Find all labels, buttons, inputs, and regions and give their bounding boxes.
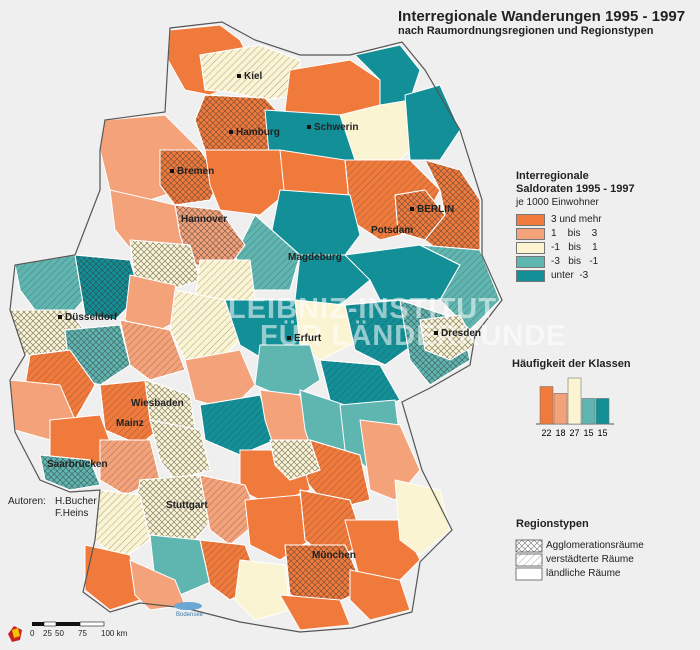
histogram-bar-label: 27 <box>569 428 579 438</box>
city-schwerin: Schwerin <box>307 122 358 133</box>
lake-bodensee <box>174 602 202 610</box>
scale-tick: 25 <box>43 629 52 638</box>
authors: Autoren: H.Bucher F.Heins <box>8 496 97 519</box>
histogram-bar <box>567 377 582 425</box>
histogram-bar-label: 18 <box>555 428 565 438</box>
city-dresden: Dresden <box>434 328 481 339</box>
national-border <box>9 21 503 633</box>
histogram-bar <box>553 393 568 425</box>
city-saarbruecken: Saarbrücken <box>47 459 108 470</box>
city-magdeburg: Magdeburg <box>288 252 342 263</box>
histogram-bar <box>595 398 610 425</box>
scale-tick: 0 <box>30 629 35 638</box>
city-mainz: Mainz <box>116 418 144 429</box>
logo-icon <box>8 626 22 642</box>
histogram-bar-label: 15 <box>583 428 593 438</box>
scale-tick: 100 km <box>101 629 128 638</box>
city-muenchen: München <box>312 550 356 561</box>
scale-tick: 50 <box>55 629 64 638</box>
city-hannover: Hannover <box>181 214 228 225</box>
histogram-title: Häufigkeit der Klassen <box>512 358 631 370</box>
watermark: LEIBNIZ-INSTITUT FÜR LÄNDERKUNDE <box>228 293 567 352</box>
legend-title: Interregionale Saldoraten 1995 - 1997 <box>516 170 635 195</box>
city-kiel: Kiel <box>237 71 262 82</box>
city-wiesbaden: Wiesbaden <box>131 398 184 409</box>
histogram-bar-label: 15 <box>597 428 607 438</box>
region-types-title: Regionstypen <box>516 518 589 530</box>
city-berlin: BERLIN <box>410 204 454 215</box>
legend-swatch <box>516 256 545 268</box>
city-erfurt: Erfurt <box>287 333 321 344</box>
histogram-bar <box>581 398 596 425</box>
scale-bar <box>32 621 105 627</box>
scale-tick: 75 <box>78 629 87 638</box>
city-hamburg: Hamburg <box>229 127 280 138</box>
map-subtitle: nach Raumordnungsregionen und Regionstyp… <box>398 25 654 37</box>
city-duesseldorf: Düsseldorf <box>58 312 117 323</box>
histogram-bar <box>539 386 554 425</box>
legend-swatch <box>516 270 545 282</box>
legend-swatch <box>516 214 545 226</box>
region-type-swatches <box>515 539 543 581</box>
histogram-bar-label: 22 <box>541 428 551 438</box>
map-title: Interregionale Wanderungen 1995 - 1997 <box>398 8 686 25</box>
legend-swatch <box>516 242 545 254</box>
legend-unit: je 1000 Einwohner <box>516 197 599 208</box>
city-potsdam: Potsdam <box>371 225 414 236</box>
lake-label: Bodensee <box>176 612 204 618</box>
city-bremen: Bremen <box>170 166 214 177</box>
city-stuttgart: Stuttgart <box>166 500 208 511</box>
histogram-chart: 22 18 27 15 15 <box>536 377 614 438</box>
region-layer <box>9 24 501 631</box>
legend-swatch <box>516 228 545 240</box>
